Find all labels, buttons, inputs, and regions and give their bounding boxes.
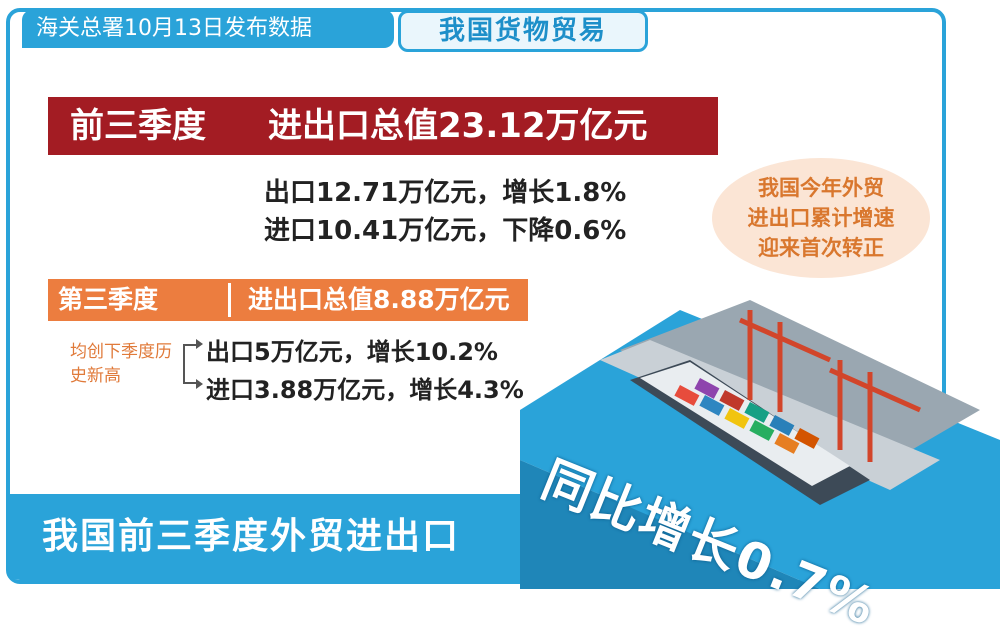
dock [620, 300, 980, 480]
q1-3-export: 出口12.71万亿元，增长1.8% [264, 178, 627, 208]
source-tab: 海关总署10月13日发布数据 [22, 10, 394, 48]
bottom-title: 我国前三季度外贸进出口 [42, 516, 461, 557]
q3-divider [228, 283, 231, 317]
q3-banner: 第三季度 进出口总值8.88万亿元 [48, 279, 528, 321]
q1-3-import: 进口10.41万亿元，下降0.6% [264, 216, 627, 246]
highlight-bubble: 我国今年外贸 进出口累计增速 迎来首次转正 [712, 158, 930, 278]
topic-text: 我国货物贸易 [438, 16, 607, 46]
containers [674, 378, 820, 454]
cranes [738, 310, 922, 462]
source-text: 海关总署10月13日发布数据 [36, 16, 312, 41]
q1-3-banner: 前三季度 进出口总值23.12万亿元 [48, 97, 718, 155]
record-note: 均创下季度历史新高 [70, 342, 172, 386]
q3-total: 进出口总值8.88万亿元 [248, 285, 510, 314]
bubble-line-1: 我国今年外贸 [758, 176, 884, 200]
platform-side [520, 460, 820, 589]
q1-3-label: 前三季度 [70, 106, 206, 146]
q3-label: 第三季度 [58, 285, 159, 314]
q3-import: 进口3.88万亿元，增长4.3% [206, 376, 524, 404]
bubble-line-2: 进出口累计增速 [747, 206, 895, 230]
q1-3-total: 进出口总值23.12万亿元 [268, 106, 648, 146]
q3-export: 出口5万亿元，增长10.2% [206, 338, 498, 366]
container-port-illustration [520, 300, 1000, 589]
arrow-icon [196, 339, 203, 349]
arrow-icon [196, 379, 203, 389]
bracket-line [183, 344, 197, 384]
bubble-line-3: 迎来首次转正 [758, 236, 884, 260]
topic-tab: 我国货物贸易 [398, 10, 648, 52]
